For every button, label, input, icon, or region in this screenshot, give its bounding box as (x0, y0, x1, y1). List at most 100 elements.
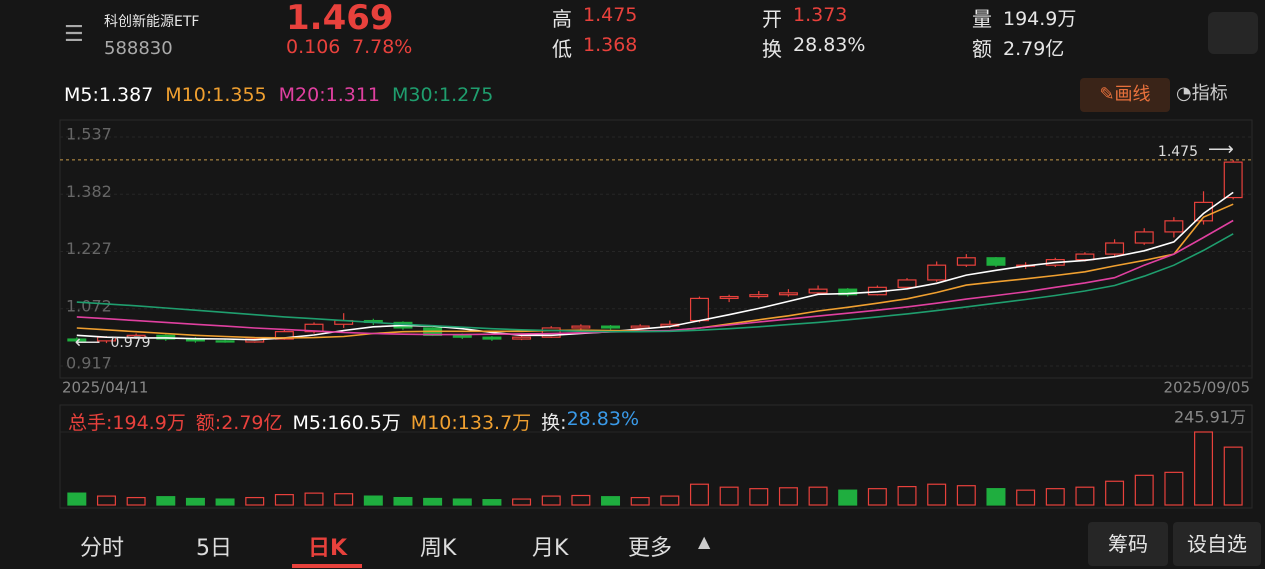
candle-body (808, 288, 828, 294)
change-pct: 7.78% (352, 36, 413, 58)
candle-body (571, 325, 591, 329)
volume-bar (1016, 489, 1036, 506)
change: 0.106 (286, 36, 341, 58)
volume-bar (601, 496, 621, 506)
volume-bar (749, 488, 769, 506)
volume-bar (838, 489, 858, 506)
y-tick-label: 1.537 (66, 125, 112, 144)
candle-body (689, 297, 709, 322)
volume-bar (571, 494, 591, 506)
candle-body (719, 295, 739, 300)
low-arrow: ⟵ (75, 332, 101, 353)
volume-bar (126, 496, 146, 506)
volume-bar (482, 499, 502, 506)
volume-bar (334, 493, 354, 506)
high-arrow: ⟶ (1208, 139, 1234, 160)
ma-legend-item: M5:1.387 (64, 84, 154, 106)
volume-bar (630, 496, 650, 506)
stat-value: 1.475 (583, 4, 638, 26)
chip-button[interactable]: 筹码 (1088, 522, 1168, 566)
candle-body (1194, 201, 1214, 222)
volume-legend-item: M10:133.7万 (410, 412, 532, 434)
volume-bar (897, 485, 917, 506)
price-panel (59, 119, 1253, 379)
candle-body (482, 336, 502, 340)
volume-bar (956, 485, 976, 506)
stat-label: 量 (972, 7, 992, 31)
volume-bar (689, 483, 709, 506)
date-label: 2025/04/11 (62, 379, 148, 397)
volume-bar (363, 495, 383, 506)
candle-body (67, 338, 87, 342)
candle-body (1164, 220, 1184, 233)
volume-bar (156, 496, 176, 506)
candle-body (215, 340, 235, 343)
volume-bar (512, 498, 532, 506)
candle-body (927, 264, 947, 281)
orientation-button[interactable] (1208, 12, 1258, 54)
volume-bar (274, 494, 294, 506)
y-tick-label: 1.382 (66, 182, 112, 201)
y-tick-label: 1.227 (66, 239, 112, 258)
candle-body (1134, 231, 1154, 244)
volume-bar (1164, 471, 1184, 506)
stat-value: 1.368 (583, 34, 638, 56)
volume-bar (719, 486, 739, 506)
ma-legend-item: M10:1.355 (165, 84, 267, 106)
stat-label: 高 (552, 7, 572, 31)
price: 1.469 (286, 0, 394, 38)
volume-bar (1134, 474, 1154, 506)
indicator-label: 指标 (1191, 83, 1228, 104)
candle-body (630, 325, 650, 329)
volume-legend-item: 换: (541, 412, 567, 434)
candle-body (601, 325, 621, 329)
volume-bar (185, 497, 205, 506)
tab[interactable]: 日K (308, 536, 348, 561)
watchlist-button[interactable]: 设自选 (1173, 522, 1261, 566)
tab[interactable]: 5日 (196, 536, 232, 561)
candle-body (986, 257, 1006, 266)
date-label: 2025/09/05 (1164, 379, 1250, 397)
tab[interactable]: 分时 (80, 536, 125, 561)
candle-body (1105, 242, 1125, 255)
candle-body (956, 257, 976, 266)
volume-bar (67, 492, 87, 506)
high-label: 1.475 (1158, 144, 1198, 160)
volume-bar (393, 496, 413, 506)
candle-body (1223, 161, 1243, 199)
stat-label: 额 (972, 37, 992, 61)
menu-icon[interactable]: ☰ (64, 22, 84, 47)
volume-legend: 总手:194.9万 额:2.79亿 M5:160.5万 M10:133.7万 换: 28.… (68, 408, 639, 435)
low-label: 0.979 (110, 335, 150, 351)
candle-body (274, 331, 294, 340)
volume-legend-item: 28.83% (566, 408, 640, 430)
indicator-button[interactable]: ◔指标 (1176, 83, 1228, 104)
volume-panel (59, 404, 1253, 509)
ma-line (76, 219, 1234, 336)
stat-value: 2.79亿 (1003, 38, 1065, 60)
volume-bar (660, 495, 680, 506)
volume-bar (304, 492, 324, 506)
volume-tick-label: 245.91万 (1174, 408, 1246, 427)
stat-value: 194.9万 (1003, 8, 1077, 30)
tab[interactable]: 更多 (628, 536, 673, 561)
volume-bar (927, 483, 947, 506)
volume-legend-item: 额:2.79亿 (195, 412, 283, 434)
stat-label: 换 (762, 37, 782, 61)
volume-bar (215, 498, 235, 506)
stock-code: 588830 (104, 38, 173, 59)
volume-bar (1194, 431, 1214, 506)
volume-bar (245, 496, 265, 506)
tab[interactable]: 周K (420, 536, 457, 561)
stock-name: 科创新能源ETF (104, 14, 200, 30)
ma-line (76, 233, 1234, 333)
volume-bar (96, 495, 116, 506)
candle-body (512, 336, 532, 340)
tab[interactable]: 月K (532, 536, 569, 561)
volume-bar (808, 486, 828, 506)
volume-bar (778, 487, 798, 506)
draw-button[interactable]: ✎画线 (1080, 78, 1170, 112)
ma-line (76, 203, 1234, 339)
ma-legend-item: M20:1.311 (278, 84, 381, 106)
